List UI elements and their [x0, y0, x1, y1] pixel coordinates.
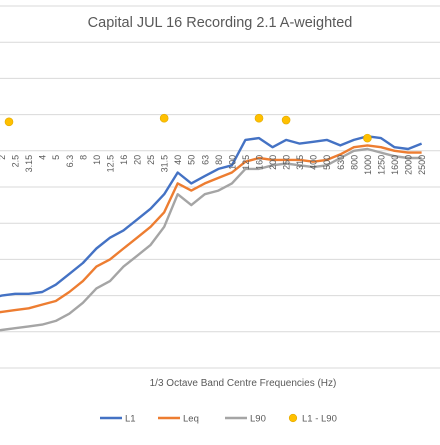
x-tick-labels: 22.53.15456.381012.516202531.54050638010… — [0, 155, 427, 175]
x-tick-label: 16 — [119, 155, 129, 165]
data-point-l1-l90 — [159, 113, 169, 123]
x-tick-label: 2 — [0, 155, 7, 160]
x-axis-title: 1/3 Octave Band Centre Frequencies (Hz) — [150, 378, 337, 389]
x-tick-label: 80 — [214, 155, 224, 165]
x-tick-label: 1000 — [363, 155, 373, 175]
x-tick-label: 6.3 — [65, 155, 75, 168]
data-point-l1-l90 — [281, 115, 291, 125]
x-tick-label: 800 — [349, 155, 359, 170]
x-tick-label: 10 — [92, 155, 102, 165]
x-tick-label: 125 — [241, 155, 251, 170]
series-line-leq — [0, 144, 422, 314]
x-tick-label: 500 — [322, 155, 332, 170]
x-tick-label: 50 — [187, 155, 197, 165]
legend-label-l1-l90: L1 - L90 — [302, 414, 337, 425]
data-point-l1-l90 — [4, 117, 14, 127]
x-tick-label: 2000 — [404, 155, 414, 175]
series-line-l1 — [0, 135, 423, 298]
x-tick-label: 2500 — [417, 155, 427, 175]
data-point-l1-l90 — [363, 133, 372, 143]
x-tick-label: 1600 — [390, 155, 400, 175]
x-tick-label: 63 — [200, 155, 210, 165]
x-tick-label: 200 — [268, 155, 278, 170]
x-tick-label: 8 — [78, 155, 88, 160]
x-tick-label: 25 — [146, 155, 156, 165]
x-tick-label: 4 — [38, 155, 48, 160]
x-tick-label: 3.15 — [24, 155, 34, 173]
x-tick-label: 160 — [255, 155, 265, 170]
data-point-l1-l90 — [254, 113, 264, 123]
series-line-l90 — [0, 147, 422, 332]
x-tick-label: 40 — [173, 155, 183, 165]
x-tick-label: 250 — [282, 155, 292, 170]
legend-label-l90: L90 — [250, 414, 266, 425]
x-tick-label: 630 — [336, 155, 346, 170]
legend-swatch-l1-l90 — [288, 413, 298, 423]
x-tick-label: 20 — [133, 155, 143, 165]
x-tick-label: 2.5 — [11, 155, 21, 168]
x-tick-label: 12.5 — [105, 155, 115, 173]
marker-layer — [4, 113, 372, 143]
series-layer — [0, 135, 423, 332]
legend: L1 Leq L90 L1 - L90 — [100, 414, 337, 425]
chart-title: Capital JUL 16 Recording 2.1 A-weighted — [88, 15, 353, 31]
x-tick-label: 100 — [227, 155, 237, 170]
x-tick-label: 31.5 — [160, 155, 170, 173]
x-tick-label: 400 — [309, 155, 319, 170]
legend-label-leq: Leq — [183, 414, 199, 425]
x-tick-label: 315 — [295, 155, 305, 170]
gridlines — [0, 5, 440, 369]
legend-label-l1: L1 — [125, 414, 136, 425]
x-tick-label: 1250 — [376, 155, 386, 175]
x-tick-label: 5 — [51, 155, 61, 160]
